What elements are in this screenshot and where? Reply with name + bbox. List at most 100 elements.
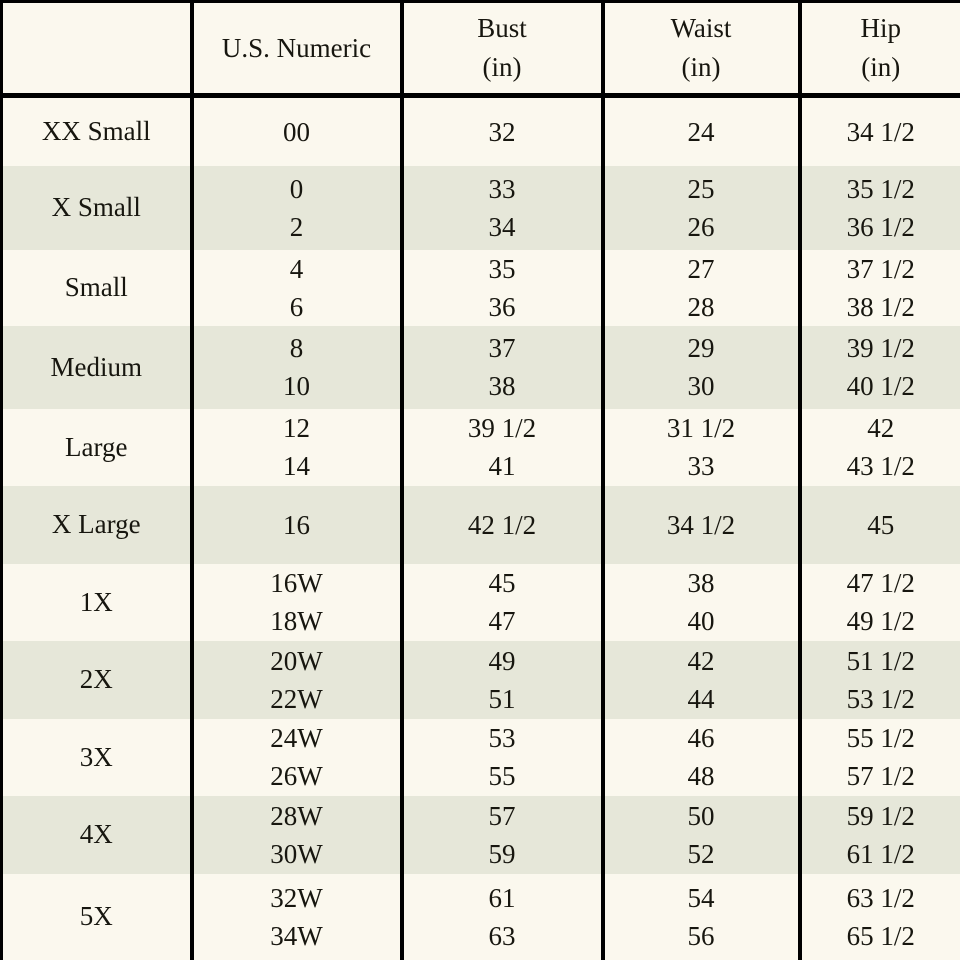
table-header: U.S. Numeric Bust (in) Waist (in) Hip (i… — [1, 1, 960, 98]
measurement-value: 16W — [270, 568, 323, 598]
measurement-value: 38 — [488, 371, 516, 401]
value-cell-bust: 37 38 — [399, 325, 603, 409]
measurement-value: 25 — [687, 173, 715, 204]
value-cell-hip: 51 1/2 53 1/2 — [797, 640, 960, 719]
measurement-value: 61 — [488, 882, 516, 913]
size-row: 5X 32W 34W 61 63 54 56 63 1/2 65 1/2 — [1, 873, 960, 960]
size-row: 4X 28W 30W 57 59 50 52 59 1/2 61 1/2 — [1, 795, 960, 874]
header-cell-waist: Waist (in) — [600, 1, 800, 98]
measurement-value: 45 — [488, 568, 516, 598]
measurement-value: 8 — [289, 333, 304, 363]
header-cell-bust: Bust (in) — [399, 1, 603, 98]
measurement-value: 36 1/2 — [846, 211, 915, 242]
header-cell-size — [1, 1, 192, 98]
measurement-value: 53 1/2 — [846, 683, 915, 714]
measurement-value: 39 1/2 — [467, 413, 537, 443]
value-cell-hip: 47 1/2 49 1/2 — [797, 563, 960, 641]
measurement-value: 18W — [270, 606, 323, 636]
measurement-value: 24W — [270, 723, 323, 753]
value-cell-waist: 27 28 — [600, 249, 800, 326]
value-cell-hip: 39 1/2 40 1/2 — [797, 325, 960, 409]
value-cell-us-numeric: 28W 30W — [189, 795, 402, 874]
measurement-value: 46 — [687, 723, 715, 753]
measurement-value: 43 1/2 — [846, 451, 915, 481]
value-cell-waist: 38 40 — [600, 563, 800, 641]
measurement-value: 49 — [488, 645, 516, 676]
size-label: Large — [1, 408, 192, 486]
value-cell-us-numeric: 8 10 — [189, 325, 402, 409]
value-cell-waist: 25 26 — [600, 165, 800, 250]
measurement-value: 56 — [687, 920, 715, 951]
measurement-value: 00 — [283, 116, 310, 147]
measurement-value: 61 1/2 — [846, 838, 915, 869]
value-cell-waist: 54 56 — [600, 873, 800, 960]
measurement-value: 63 — [488, 920, 516, 951]
value-cell-waist: 46 48 — [600, 718, 800, 796]
value-cell-bust: 61 63 — [399, 873, 603, 960]
size-label: Medium — [1, 325, 192, 409]
header-cell-us-numeric: U.S. Numeric — [189, 1, 402, 98]
value-cell-us-numeric: 16W 18W — [189, 563, 402, 641]
value-cell-hip: 45 — [797, 485, 960, 564]
measurement-value: 24 — [687, 116, 715, 147]
measurement-value: 27 — [687, 253, 715, 284]
header-unit-waist: (in) — [681, 52, 721, 82]
value-cell-hip: 63 1/2 65 1/2 — [797, 873, 960, 960]
measurement-value: 51 1/2 — [846, 645, 915, 676]
value-cell-waist: 42 44 — [600, 640, 800, 719]
measurement-value: 14 — [283, 451, 310, 481]
measurement-value: 40 1/2 — [846, 371, 915, 401]
measurement-value: 57 1/2 — [846, 761, 915, 791]
measurement-value: 49 1/2 — [846, 606, 915, 636]
measurement-value: 30 — [687, 371, 715, 401]
value-cell-hip: 59 1/2 61 1/2 — [797, 795, 960, 874]
measurement-value: 34 1/2 — [846, 116, 915, 147]
measurement-value: 47 1/2 — [846, 568, 915, 598]
measurement-value: 2 — [289, 211, 304, 242]
measurement-value: 40 — [687, 606, 715, 636]
measurement-value: 37 1/2 — [846, 253, 915, 284]
measurement-value: 57 — [488, 800, 516, 831]
header-label-waist: Waist — [670, 13, 732, 43]
measurement-value: 12 — [283, 413, 310, 443]
measurement-value: 35 1/2 — [846, 173, 915, 204]
header-unit-hip: (in) — [861, 52, 901, 82]
size-label: Small — [1, 249, 192, 326]
measurement-value: 32W — [270, 882, 323, 913]
value-cell-waist: 29 30 — [600, 325, 800, 409]
size-label: 5X — [1, 873, 192, 960]
value-cell-hip: 55 1/2 57 1/2 — [797, 718, 960, 796]
value-cell-us-numeric: 32W 34W — [189, 873, 402, 960]
measurement-value: 31 1/2 — [666, 413, 736, 443]
size-row: 2X 20W 22W 49 51 42 44 51 1/2 53 1/2 — [1, 640, 960, 719]
measurement-value: 28 — [687, 291, 715, 322]
value-cell-us-numeric: 00 — [189, 95, 402, 166]
measurement-value: 47 — [488, 606, 516, 636]
measurement-value: 0 — [289, 173, 304, 204]
table-body: XX Small 00 32 24 34 1/2 X Small 0 2 33 34 25 26 35 … — [1, 95, 960, 960]
measurement-value: 6 — [289, 291, 304, 322]
measurement-value: 50 — [687, 800, 715, 831]
measurement-value: 32 — [488, 116, 516, 147]
size-label: X Small — [1, 165, 192, 250]
value-cell-bust: 45 47 — [399, 563, 603, 641]
measurement-value: 38 — [687, 568, 715, 598]
measurement-value: 44 — [687, 683, 715, 714]
value-cell-us-numeric: 24W 26W — [189, 718, 402, 796]
measurement-value: 34 — [488, 211, 516, 242]
measurement-value: 26 — [687, 211, 715, 242]
value-cell-bust: 35 36 — [399, 249, 603, 326]
header-label-us-numeric: U.S. Numeric — [221, 32, 372, 63]
value-cell-waist: 34 1/2 — [600, 485, 800, 564]
value-cell-waist: 31 1/2 33 — [600, 408, 800, 486]
measurement-value: 51 — [488, 683, 516, 714]
measurement-value: 38 1/2 — [846, 291, 915, 322]
measurement-value: 39 1/2 — [846, 333, 915, 363]
size-row: 1X 16W 18W 45 47 38 40 47 1/2 49 1/2 — [1, 563, 960, 641]
size-row: XX Small 00 32 24 34 1/2 — [1, 95, 960, 166]
measurement-value: 55 1/2 — [846, 723, 915, 753]
size-row: Medium 8 10 37 38 29 30 39 1/2 40 1/2 — [1, 325, 960, 409]
value-cell-bust: 53 55 — [399, 718, 603, 796]
